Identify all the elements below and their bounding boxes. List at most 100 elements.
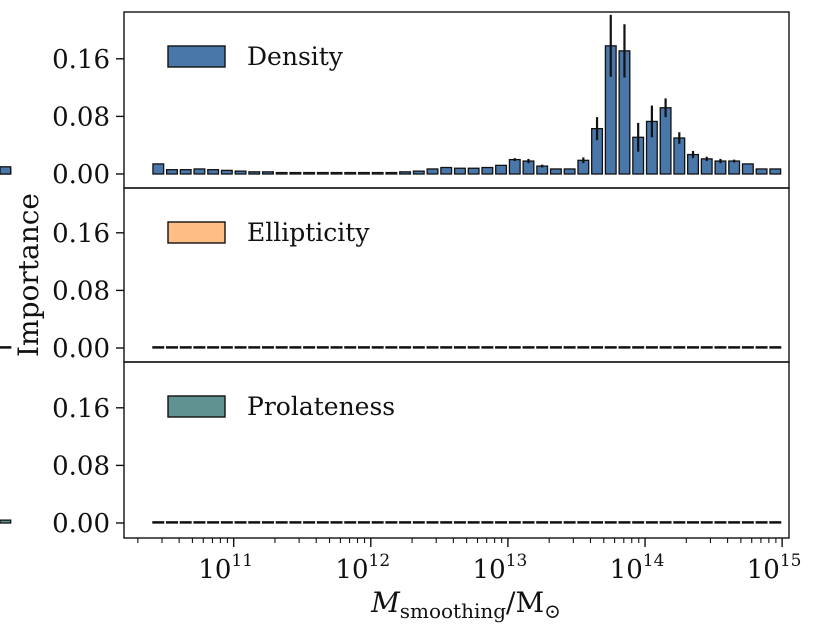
bar-density bbox=[426, 168, 439, 175]
bar-ellipticity bbox=[645, 346, 658, 349]
bar-prolateness bbox=[220, 521, 233, 524]
panel-ellipticity: 0.00 0.08 0.16 Ellipticity bbox=[0, 187, 790, 364]
bar-density bbox=[700, 158, 713, 175]
bar-prolateness bbox=[536, 521, 549, 524]
bar-prolateness bbox=[165, 521, 178, 524]
bar-prolateness bbox=[563, 521, 576, 524]
y-tick-label: 0.00 bbox=[52, 509, 110, 539]
y-tick-label: 0.16 bbox=[52, 45, 110, 75]
bar-density bbox=[399, 171, 412, 175]
bar-density bbox=[207, 169, 220, 175]
bar-prolateness bbox=[522, 521, 535, 524]
bar-prolateness bbox=[495, 521, 508, 524]
bar-density bbox=[495, 164, 508, 175]
bar-prolateness bbox=[700, 521, 713, 524]
bar-ellipticity bbox=[440, 346, 453, 349]
bar-density bbox=[549, 168, 562, 175]
bar-prolateness bbox=[248, 521, 261, 524]
bar-prolateness bbox=[275, 521, 288, 524]
bar-ellipticity bbox=[714, 346, 727, 349]
bar-ellipticity bbox=[604, 346, 617, 349]
bar-prolateness bbox=[741, 521, 754, 524]
x-tick-label: 1011 bbox=[198, 551, 253, 585]
bar-ellipticity bbox=[316, 346, 329, 349]
bar-ellipticity bbox=[467, 346, 480, 349]
bar-ellipticity bbox=[508, 346, 521, 349]
bar-density bbox=[0, 166, 12, 175]
bar-ellipticity bbox=[700, 346, 713, 349]
legend-label: Density bbox=[247, 42, 344, 71]
bar-prolateness bbox=[344, 521, 357, 524]
legend-swatch bbox=[167, 221, 226, 244]
bar-density bbox=[234, 170, 247, 175]
legend-prolateness: Prolateness bbox=[167, 392, 395, 421]
bar-density bbox=[316, 171, 329, 175]
bar-ellipticity bbox=[412, 346, 425, 349]
bar-prolateness bbox=[207, 521, 220, 524]
x-axis-title-symbol: M bbox=[370, 586, 401, 619]
bar-ellipticity bbox=[632, 346, 645, 349]
bar-prolateness bbox=[659, 521, 672, 524]
legend-ellipticity: Ellipticity bbox=[167, 218, 370, 247]
bar-density bbox=[412, 170, 425, 175]
y-axis-title: Importance bbox=[12, 193, 45, 357]
bar-ellipticity bbox=[549, 346, 562, 349]
bar-ellipticity bbox=[234, 346, 247, 349]
bar-ellipticity bbox=[179, 346, 192, 349]
bar-prolateness bbox=[261, 521, 274, 524]
bar-prolateness bbox=[481, 521, 494, 524]
x-tick-label: 1013 bbox=[473, 551, 528, 585]
bar-density bbox=[467, 167, 480, 175]
bar-density bbox=[659, 107, 672, 175]
bar-ellipticity bbox=[563, 346, 576, 349]
bar-ellipticity bbox=[755, 346, 768, 349]
bar-prolateness bbox=[453, 521, 466, 524]
bar-density bbox=[344, 171, 357, 175]
bar-ellipticity bbox=[357, 346, 370, 349]
x-axis-title: Msmoothing/M⊙ bbox=[370, 586, 561, 623]
bar-ellipticity bbox=[673, 346, 686, 349]
bar-prolateness bbox=[549, 521, 562, 524]
bar-ellipticity bbox=[193, 346, 206, 349]
bar-prolateness bbox=[371, 521, 384, 524]
bar-ellipticity bbox=[618, 346, 631, 349]
bar-density bbox=[728, 160, 741, 175]
bar-density bbox=[481, 166, 494, 175]
bar-prolateness bbox=[0, 519, 12, 524]
bar-ellipticity bbox=[371, 346, 384, 349]
y-tick-label: 0.08 bbox=[52, 451, 110, 481]
bar-prolateness bbox=[632, 521, 645, 524]
bar-prolateness bbox=[316, 521, 329, 524]
bar-ellipticity bbox=[687, 346, 700, 349]
bar-prolateness bbox=[577, 521, 590, 524]
panel-density: 0.00 0.08 0.16 Density bbox=[0, 11, 790, 190]
bar-prolateness bbox=[385, 521, 398, 524]
bar-density bbox=[179, 169, 192, 175]
bar-prolateness bbox=[645, 521, 658, 524]
bar-ellipticity bbox=[220, 346, 233, 349]
bar-prolateness bbox=[330, 521, 343, 524]
legend-label: Prolateness bbox=[247, 392, 395, 421]
y-tick-label: 0.16 bbox=[52, 219, 110, 249]
bar-ellipticity bbox=[426, 346, 439, 349]
bar-density bbox=[193, 168, 206, 175]
bar-ellipticity bbox=[207, 346, 220, 349]
legend-label: Ellipticity bbox=[247, 218, 370, 247]
bar-density bbox=[357, 171, 370, 175]
bar-ellipticity bbox=[275, 346, 288, 349]
bar-ellipticity bbox=[495, 346, 508, 349]
bar-ellipticity bbox=[289, 346, 302, 349]
panel-frame bbox=[123, 187, 790, 363]
bar-prolateness bbox=[728, 521, 741, 524]
legend-swatch bbox=[167, 395, 226, 418]
bar-prolateness bbox=[412, 521, 425, 524]
bar-prolateness bbox=[193, 521, 206, 524]
bar-density bbox=[371, 171, 384, 175]
bar-ellipticity bbox=[481, 346, 494, 349]
bar-density bbox=[563, 168, 576, 175]
bar-ellipticity bbox=[577, 346, 590, 349]
x-tick-label: 1012 bbox=[335, 551, 390, 585]
bar-ellipticity bbox=[344, 346, 357, 349]
bar-ellipticity bbox=[659, 346, 672, 349]
bar-density bbox=[152, 163, 165, 175]
